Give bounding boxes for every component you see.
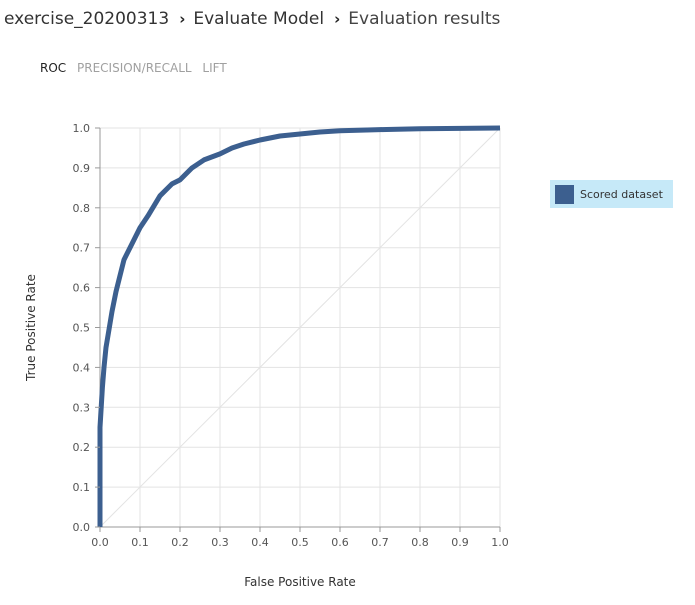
chevron-right-icon: › — [179, 10, 186, 28]
y-tick-label: 0.2 — [73, 441, 91, 454]
tab-roc[interactable]: ROC — [40, 61, 67, 75]
x-tick-label: 0.0 — [91, 536, 109, 549]
x-tick-label: 0.6 — [331, 536, 349, 549]
y-tick-label: 0.4 — [73, 361, 91, 374]
x-tick-label: 0.8 — [411, 536, 429, 549]
series-line-scored-dataset — [97, 125, 501, 527]
y-tick-label: 0.9 — [73, 162, 91, 175]
x-tick-label: 0.3 — [211, 536, 229, 549]
y-tick-label: 0.6 — [73, 282, 91, 295]
breadcrumb-item-module[interactable]: Evaluate Model — [193, 9, 325, 29]
breadcrumb-item-current: Evaluation results — [348, 9, 501, 29]
x-tick-label: 0.7 — [371, 536, 389, 549]
legend-item-scored-dataset[interactable]: Scored dataset — [550, 180, 673, 208]
x-tick-label: 0.2 — [171, 536, 189, 549]
tab-precision-recall[interactable]: PRECISION/RECALL — [77, 61, 192, 75]
y-tick-label: 0.0 — [73, 521, 91, 534]
y-tick-label: 0.5 — [73, 322, 91, 335]
x-tick-label: 0.4 — [251, 536, 269, 549]
chevron-right-icon: › — [334, 10, 341, 28]
y-tick-label: 0.1 — [73, 481, 91, 494]
x-tick-label: 0.9 — [451, 536, 469, 549]
breadcrumb-item-experiment[interactable]: exercise_20200313 — [4, 9, 170, 29]
y-tick-label: 0.3 — [73, 401, 91, 414]
y-tick-label: 0.7 — [73, 242, 91, 255]
legend-swatch — [555, 184, 574, 204]
y-axis-label: True Positive Rate — [24, 274, 38, 382]
x-tick-label: 0.5 — [291, 536, 309, 549]
breadcrumb: exercise_20200313 › Evaluate Model › Evaluat… — [4, 9, 500, 29]
y-tick-label: 0.8 — [73, 202, 91, 215]
legend-label: Scored dataset — [580, 187, 663, 201]
reference-diagonal-line — [99, 127, 501, 528]
tab-lift[interactable]: LIFT — [202, 61, 227, 75]
x-tick-label: 0.1 — [131, 536, 149, 549]
chart-tabs: ROC PRECISION/RECALL LIFT — [40, 61, 234, 75]
x-axis-ticks: 0.0 0.1 0.2 0.3 0.4 0.5 0.6 0.7 0.8 0.9 1.0 — [91, 527, 509, 549]
y-axis-ticks: 0.0 0.1 0.2 0.3 0.4 0.5 0.6 0.7 0.8 0.9 1.0 — [73, 122, 100, 534]
y-tick-label: 1.0 — [73, 122, 91, 135]
x-axis-label: False Positive Rate — [244, 575, 356, 589]
x-tick-label: 1.0 — [491, 536, 509, 549]
